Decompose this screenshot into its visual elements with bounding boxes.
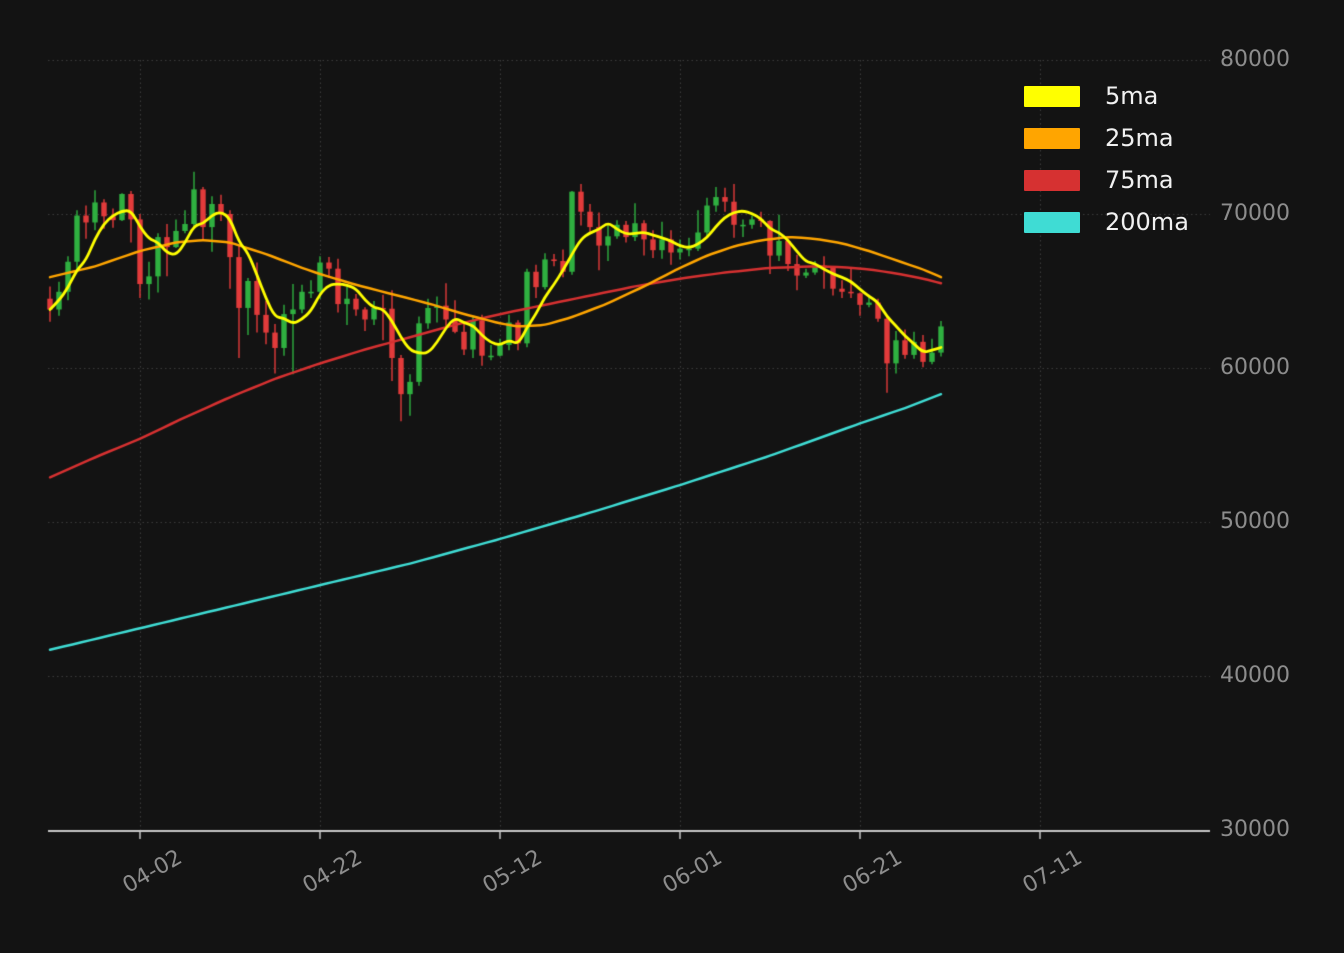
legend-swatch-75ma-icon: [1024, 169, 1080, 191]
legend-label-5ma: 5ma: [1105, 82, 1159, 110]
legend-item-200ma: 200ma: [1024, 210, 1189, 234]
legend-label-75ma: 75ma: [1105, 166, 1174, 194]
legend-label-200ma: 200ma: [1105, 208, 1189, 236]
legend-swatch-200ma-icon: [1024, 211, 1080, 233]
legend-label-25ma: 25ma: [1105, 124, 1174, 152]
legend-item-25ma: 25ma: [1024, 126, 1189, 150]
legend-swatch-25ma-icon: [1024, 127, 1080, 149]
legend-item-75ma: 75ma: [1024, 168, 1189, 192]
legend: 5ma 25ma 75ma 200ma: [1024, 84, 1189, 234]
legend-swatch-5ma-icon: [1024, 85, 1080, 107]
legend-item-5ma: 5ma: [1024, 84, 1189, 108]
